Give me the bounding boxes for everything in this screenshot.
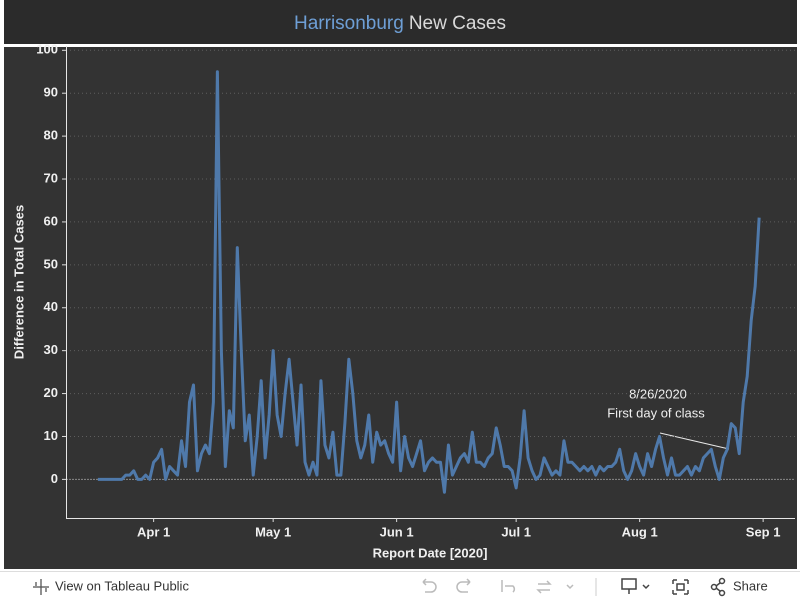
annotation-connector [659,432,730,450]
plot-layer: 0 10 20 30 40 50 60 70 80 90 100 Apr 1 May 1 Jun 1 Jul… [36,42,795,539]
y-tick-label: 30 [44,342,58,357]
x-axis-title: Report Date [2020] [373,545,488,560]
share-icon[interactable] [710,583,718,591]
share-button[interactable]: Share [733,578,768,593]
y-tick-label: 90 [44,85,58,100]
fullscreen-icon[interactable] [672,579,689,595]
y-tick-label: 40 [44,299,58,314]
x-tick-label: Aug 1 [622,524,658,539]
download-dropdown[interactable] [642,584,650,590]
toolbar-icons [422,578,597,596]
refresh-icon[interactable] [536,580,552,594]
y-tick-label: 10 [44,428,58,443]
tableau-icon [33,579,49,595]
dropdown-icon[interactable] [566,584,574,590]
y-tick-label: 100 [36,42,58,57]
redo-icon[interactable] [456,578,471,593]
view-link[interactable]: View on Tableau Public [55,578,189,593]
chart-title: Harrisonburg New Cases [294,13,506,34]
toolbar-icons-dark [621,577,726,597]
y-tick-label: 20 [44,385,58,400]
annotation-text: First day of class [607,405,705,420]
download-icon[interactable] [621,578,637,594]
view-on-tableau[interactable]: View on Tableau Public [33,578,189,595]
undo-icon[interactable] [422,578,437,593]
x-tick-label: Jul 1 [501,524,531,539]
x-tick-label: Apr 1 [137,524,170,539]
series-line [97,70,761,494]
y-tick-label: 70 [44,170,58,185]
x-tick-label: Sep 1 [746,524,781,539]
title-bar [4,0,797,44]
y-tick-label: 50 [44,256,58,271]
title-highlight: Harrisonburg [294,13,404,34]
x-tick-label: Jun 1 [380,524,414,539]
y-axis-title: Difference in Total Cases [11,205,26,359]
y-tick-label: 0 [51,471,58,486]
y-tick-label: 80 [44,128,58,143]
plot-background [4,47,797,569]
revert-icon[interactable] [501,580,516,593]
y-tick-label: 60 [44,213,58,228]
title-text: New Cases [409,13,506,34]
x-tick-label: May 1 [255,524,291,539]
